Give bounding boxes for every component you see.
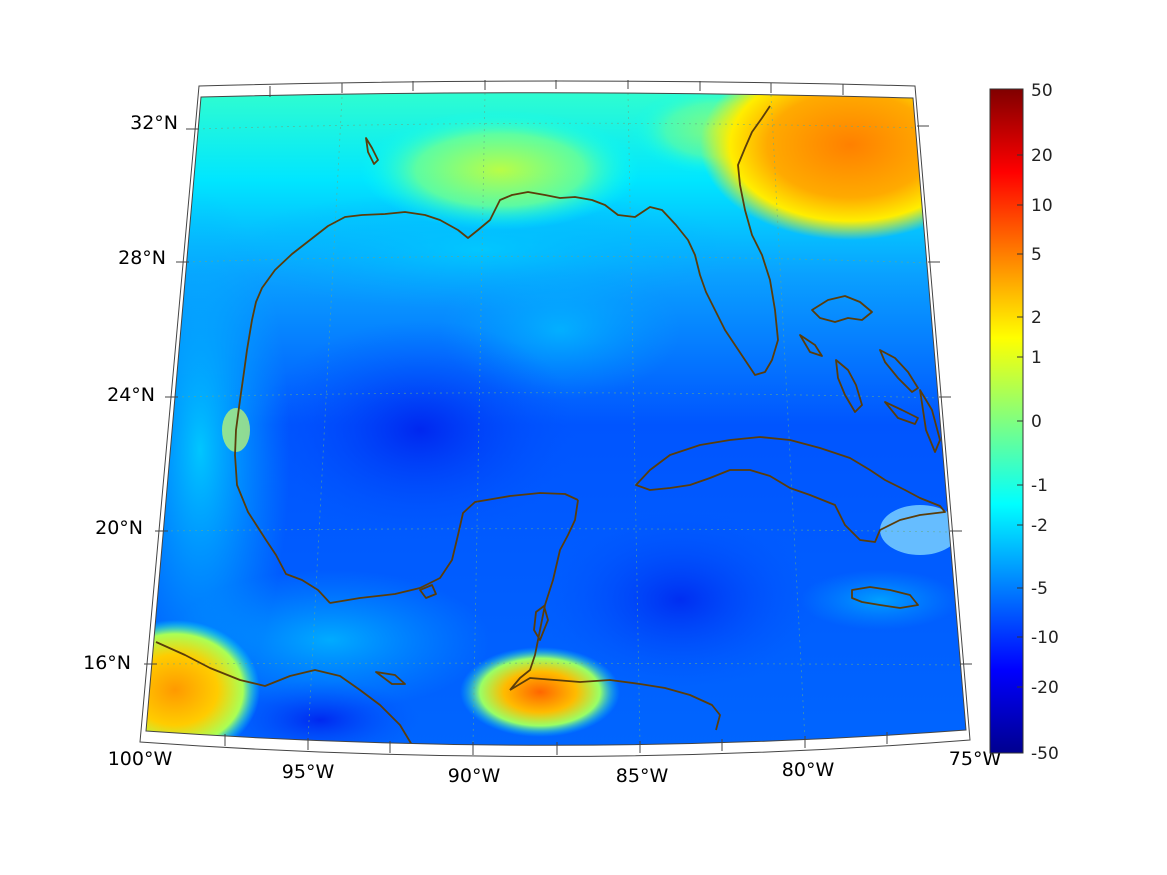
lat-label-28: 28°N [118,247,166,269]
lat-label-16: 16°N [83,652,131,674]
lon-label-100: 100°W [108,748,173,770]
colorbar-label: -10 [1031,628,1059,648]
colorbar-label: 1 [1031,348,1042,368]
lat-label-20: 20°N [95,517,143,539]
colorbar-label: 10 [1031,196,1053,216]
colorbar-label: 2 [1031,308,1042,328]
colorbar-ticks [1017,154,1023,688]
colorbar-label: -20 [1031,678,1059,698]
colorbar-label: -5 [1031,579,1048,599]
colorbar: 50 20 10 5 2 1 0 -1 -2 -5 -10 -20 -50 [989,81,1059,764]
graticule [154,92,963,746]
colorbar-label: 20 [1031,146,1053,166]
colorbar-label: 5 [1031,245,1042,265]
colorbar-labels: 50 20 10 5 2 1 0 -1 -2 -5 -10 -20 -50 [1031,81,1059,764]
lat-label-32: 32°N [130,112,178,134]
lon-label-75: 75°W [949,748,1002,770]
colorbar-label: -1 [1031,476,1048,496]
colorbar-label: -2 [1031,516,1048,536]
data-field [146,92,966,746]
map-frame [139,80,971,758]
coastlines [155,105,946,746]
lon-label-90: 90°W [448,765,501,787]
lon-label-95: 95°W [282,761,335,783]
longitude-labels: 100°W 95°W 90°W 85°W 80°W 75°W [108,748,1002,787]
lon-label-85: 85°W [616,765,669,787]
colorbar-label: 50 [1031,81,1053,101]
colorbar-label: 0 [1031,412,1042,432]
frame-ticks [144,80,972,755]
latitude-labels: 32°N 28°N 24°N 20°N 16°N [83,112,178,674]
colorbar-label: -50 [1031,744,1059,764]
lon-label-80: 80°W [782,759,835,781]
lat-label-24: 24°N [107,384,155,406]
